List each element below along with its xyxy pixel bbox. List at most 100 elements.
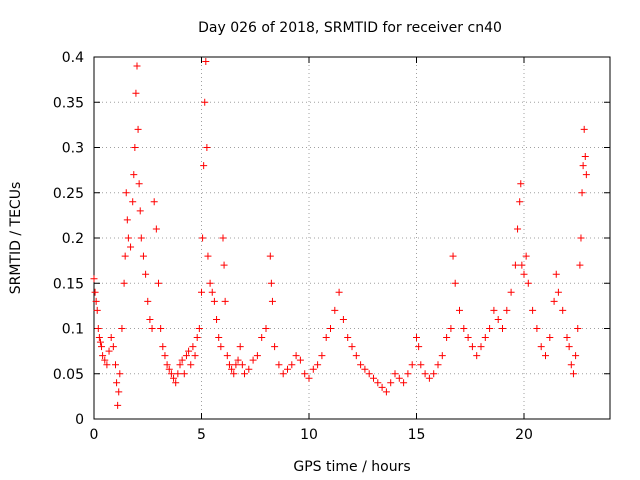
- data-point: [460, 325, 468, 332]
- data-point: [365, 370, 373, 378]
- data-point: [176, 361, 184, 369]
- data-point: [103, 361, 111, 369]
- data-point: [443, 334, 451, 342]
- data-point: [163, 361, 171, 369]
- data-point: [114, 401, 122, 409]
- data-point: [203, 144, 211, 151]
- y-tick-label: 0.25: [53, 186, 84, 202]
- data-point: [430, 370, 438, 378]
- data-point: [208, 288, 216, 296]
- data-point: [582, 171, 590, 179]
- data-point: [579, 162, 587, 170]
- data-point: [387, 379, 395, 387]
- data-point: [266, 252, 274, 260]
- data-point: [322, 334, 330, 342]
- y-tick-label: 0.1: [62, 322, 84, 338]
- data-point: [400, 379, 408, 387]
- data-point: [202, 58, 210, 66]
- y-tick-label: 0.05: [53, 367, 84, 383]
- y-tick-label: 0.35: [53, 95, 84, 111]
- data-point: [123, 216, 131, 224]
- data-point: [201, 98, 209, 106]
- data-point: [107, 334, 115, 342]
- data-point: [486, 325, 494, 332]
- data-point: [93, 306, 101, 314]
- data-point: [421, 370, 429, 378]
- y-axis-label: SRMTID / TECUs: [8, 182, 24, 295]
- x-tick-label: 5: [197, 427, 206, 443]
- data-point: [215, 334, 223, 342]
- data-point: [305, 374, 313, 382]
- x-axis-label: GPS time / hours: [293, 459, 410, 475]
- data-point: [152, 225, 160, 233]
- data-point: [182, 352, 190, 360]
- data-point: [220, 261, 228, 269]
- data-point: [533, 325, 541, 332]
- data-point: [195, 325, 203, 332]
- data-point: [517, 180, 525, 188]
- data-point: [576, 261, 584, 269]
- chart-title: Day 026 of 2018, SRMTID for receiver cn4…: [198, 20, 502, 36]
- data-point: [132, 89, 140, 97]
- data-point: [468, 343, 476, 351]
- data-point: [191, 352, 199, 360]
- data-point: [167, 370, 175, 378]
- y-tick-label: 0.4: [62, 50, 84, 66]
- data-point: [382, 388, 390, 396]
- data-point: [314, 361, 322, 369]
- data-point: [187, 361, 195, 369]
- data-point: [90, 275, 98, 283]
- data-point: [456, 306, 463, 314]
- data-point: [230, 370, 238, 378]
- data-point: [232, 361, 240, 369]
- y-tick-label: 0.15: [53, 276, 84, 292]
- data-point: [481, 334, 489, 342]
- data-point: [206, 279, 214, 287]
- data-point: [98, 343, 106, 351]
- data-point: [348, 343, 356, 351]
- data-point: [499, 325, 506, 332]
- data-point: [193, 334, 201, 342]
- data-point: [129, 198, 137, 206]
- data-point: [120, 279, 128, 287]
- data-point: [253, 352, 261, 360]
- data-point: [115, 388, 123, 396]
- data-point: [447, 325, 455, 332]
- data-point: [296, 356, 304, 364]
- data-point: [494, 315, 502, 323]
- data-point: [477, 343, 485, 351]
- data-point: [335, 288, 343, 296]
- data-point: [520, 270, 528, 278]
- data-point: [425, 374, 433, 382]
- data-point: [417, 361, 425, 369]
- data-point: [236, 343, 244, 351]
- data-point: [275, 361, 283, 369]
- data-point: [94, 325, 102, 332]
- data-point: [234, 356, 242, 364]
- data-point: [198, 288, 205, 296]
- data-point: [292, 352, 300, 360]
- data-point: [109, 343, 117, 351]
- data-point: [288, 361, 296, 369]
- data-point: [529, 306, 537, 314]
- data-point: [301, 370, 309, 378]
- data-point: [344, 334, 352, 342]
- data-point: [546, 334, 554, 342]
- data-point: [127, 243, 135, 251]
- data-point: [370, 374, 377, 382]
- data-point: [559, 306, 567, 314]
- data-point: [135, 180, 143, 188]
- data-point: [569, 370, 577, 378]
- data-point: [144, 297, 152, 305]
- data-point: [574, 325, 582, 332]
- data-point: [563, 334, 571, 342]
- data-point: [180, 370, 188, 378]
- data-point: [249, 356, 257, 364]
- data-point: [245, 365, 253, 373]
- data-point: [258, 334, 266, 342]
- x-tick-label: 15: [408, 427, 426, 443]
- data-point: [267, 279, 275, 287]
- data-point: [210, 297, 218, 305]
- data-point: [185, 347, 193, 355]
- data-point: [374, 379, 382, 387]
